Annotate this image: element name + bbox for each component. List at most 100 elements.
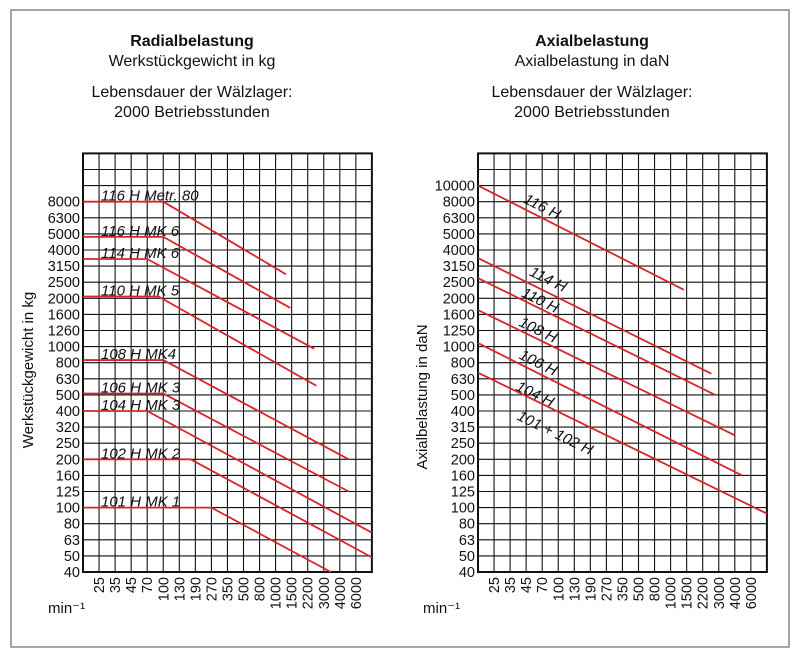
series-line (83, 392, 350, 493)
x-tick-label: 45 (519, 577, 535, 593)
series-line (83, 200, 287, 276)
left-chart-note-2: 2000 Betriebsstunden (114, 104, 270, 121)
y-tick-label: 500 (56, 388, 80, 404)
y-tick-label: 800 (451, 356, 475, 372)
x-tick-label: 35 (108, 577, 124, 593)
y-tick-label: 1250 (443, 324, 475, 340)
x-tick-label: 500 (237, 577, 253, 601)
series-line (477, 309, 736, 437)
y-tick-label: 80 (459, 517, 475, 533)
y-tick-label: 200 (56, 452, 80, 468)
y-tick-label: 2500 (48, 275, 80, 291)
x-tick-label: 270 (599, 577, 615, 601)
y-tick-label: 400 (451, 404, 475, 420)
series-line (83, 258, 315, 350)
x-tick-label: 45 (124, 577, 140, 593)
y-tick-label: 50 (459, 549, 475, 565)
y-tick-label: 200 (451, 452, 475, 468)
y-tick-label: 125 (56, 485, 80, 501)
right-y-axis-title: Axialbelastung in daN (414, 324, 431, 469)
series-line (477, 342, 743, 477)
x-tick-label: 70 (535, 577, 551, 593)
y-tick-label: 8000 (48, 195, 80, 211)
series-label: 106 H (516, 347, 560, 380)
x-tick-label: 6000 (349, 577, 365, 609)
y-tick-label: 10000 (435, 179, 475, 195)
x-tick-label: 800 (253, 577, 269, 601)
y-tick-label: 315 (451, 420, 475, 436)
x-tick-label: 1500 (285, 577, 301, 609)
x-tick-label: 3000 (317, 577, 333, 609)
x-tick-label: 270 (204, 577, 220, 601)
series-line (83, 235, 291, 309)
y-tick-label: 800 (56, 356, 80, 372)
left-x-axis-unit: min⁻¹ (48, 600, 85, 617)
series-line (83, 295, 317, 387)
y-tick-label: 100 (451, 501, 475, 517)
y-tick-label: 2500 (443, 275, 475, 291)
y-tick-label: 160 (451, 468, 475, 484)
plot-frame (477, 152, 768, 573)
series-line (83, 410, 373, 534)
y-tick-label: 1000 (443, 340, 475, 356)
y-tick-label: 8000 (443, 195, 475, 211)
series-label: 116 H MK 6 (101, 223, 180, 240)
y-tick-label: 5000 (443, 227, 475, 243)
left-chart-title: Radialbelastung (130, 33, 254, 50)
right-x-axis-unit: min⁻¹ (423, 600, 460, 617)
series-line (83, 458, 373, 559)
x-tick-label: 800 (648, 577, 664, 601)
y-tick-label: 4000 (48, 243, 80, 259)
series-line (83, 506, 332, 573)
y-tick-label: 40 (459, 565, 475, 581)
x-tick-label: 1500 (680, 577, 696, 609)
right-chart-note-1: Lebensdauer der Wälzlager: (491, 84, 692, 101)
y-tick-label: 320 (56, 420, 80, 436)
right-chart-subtitle: Axialbelastung in daN (515, 53, 670, 70)
y-tick-label: 63 (459, 533, 475, 549)
y-tick-label: 500 (451, 388, 475, 404)
axial-load-chart: 4050638010012516020025031540050063080010… (435, 152, 768, 609)
y-tick-label: 6300 (443, 211, 475, 227)
right-chart-note-2: 2000 Betriebsstunden (514, 104, 670, 121)
series-label: 102 H MK 2 (101, 445, 181, 462)
right-chart-title: Axialbelastung (535, 33, 649, 50)
y-tick-label: 3150 (48, 259, 80, 275)
x-tick-label: 4000 (728, 577, 744, 609)
radial-load-chart: 4050638010012516020025032040050063080010… (48, 152, 373, 609)
y-tick-label: 1000 (48, 340, 80, 356)
y-tick-label: 100 (56, 501, 80, 517)
y-tick-label: 400 (56, 404, 80, 420)
y-tick-label: 1600 (48, 307, 80, 323)
x-tick-label: 350 (220, 577, 236, 601)
x-tick-label: 25 (487, 577, 503, 593)
series-line (477, 184, 685, 291)
y-tick-label: 1260 (48, 324, 80, 340)
y-tick-label: 160 (56, 468, 80, 484)
y-tick-label: 2000 (443, 291, 475, 307)
x-tick-label: 70 (140, 577, 156, 593)
series-label: 108 H MK4 (101, 346, 176, 363)
series-label: 110 H MK 5 (101, 283, 180, 300)
left-chart-subtitle: Werkstückgewicht in kg (109, 53, 276, 70)
series-label: 104 H MK 3 (101, 397, 181, 414)
y-tick-label: 3150 (443, 259, 475, 275)
x-tick-label: 500 (632, 577, 648, 601)
y-tick-label: 40 (64, 565, 80, 581)
y-tick-label: 250 (56, 436, 80, 452)
series-line (83, 359, 350, 461)
x-tick-label: 190 (583, 577, 599, 601)
series-label: 101 H MK 1 (101, 494, 180, 511)
series-line (477, 277, 716, 396)
y-tick-label: 6300 (48, 211, 80, 227)
series-label: 104 H (513, 378, 557, 411)
x-tick-label: 25 (92, 577, 108, 593)
y-tick-label: 125 (451, 485, 475, 501)
y-tick-label: 80 (64, 517, 80, 533)
x-tick-label: 130 (172, 577, 188, 601)
series-label: 108 H (516, 314, 560, 347)
plot-frame (82, 152, 373, 573)
x-tick-label: 3000 (712, 577, 728, 609)
x-tick-label: 1000 (664, 577, 680, 609)
